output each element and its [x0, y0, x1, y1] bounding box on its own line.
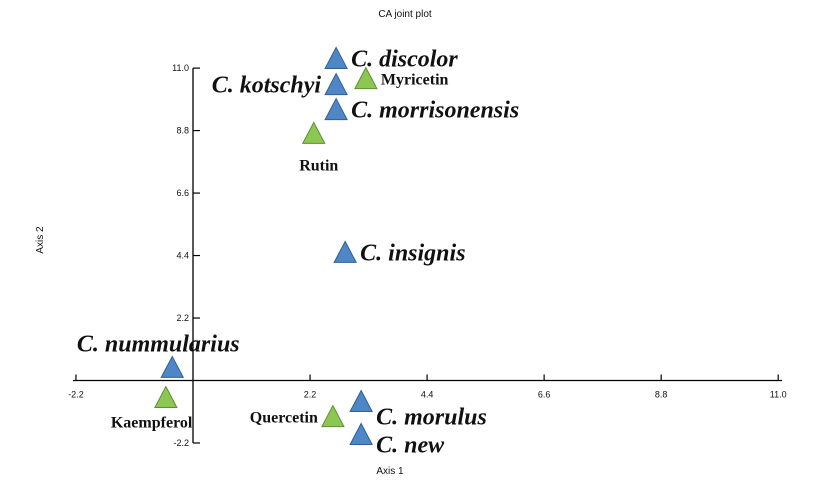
y-tick-label: -2.2	[173, 438, 189, 448]
x-tick-label: 11.0	[770, 390, 787, 400]
species-point-marker	[333, 240, 357, 263]
compound-point-marker	[301, 121, 326, 144]
species-point-marker	[324, 46, 348, 69]
species-point-label: C. new	[376, 432, 445, 458]
compound-point-marker	[321, 404, 345, 428]
species-point-label: C. nummularius	[77, 331, 240, 357]
y-tick-label: 6.6	[176, 188, 189, 198]
x-tick-label: -2.2	[68, 390, 84, 400]
compound-point-label: Rutin	[299, 157, 338, 174]
species-point-label: C. insignis	[360, 240, 465, 266]
species-point-marker	[324, 72, 348, 96]
species-point-marker	[160, 355, 185, 378]
species-point-label: C. morulus	[376, 405, 487, 431]
species-point-marker	[349, 389, 373, 413]
x-tick-label: 4.4	[421, 390, 434, 400]
compound-point-label: Kaempferol	[111, 415, 193, 432]
species-point-marker	[324, 97, 348, 121]
compound-point-marker	[354, 66, 378, 90]
species-point-label: C. morrisonensis	[351, 98, 519, 124]
species-point-marker	[349, 422, 373, 445]
x-tick-label: 8.8	[655, 390, 668, 400]
y-tick-label: 4.4	[176, 251, 189, 261]
y-tick-label: 8.8	[176, 126, 189, 136]
x-tick-label: 6.6	[538, 390, 551, 400]
compound-point-label: Myricetin	[381, 72, 449, 89]
y-tick-label: 11.0	[172, 63, 189, 73]
y-axis-label: Axis 2	[35, 226, 46, 254]
compound-point-marker	[154, 385, 178, 409]
species-point-label: C. kotschyi	[212, 73, 322, 99]
x-axis-label: Axis 1	[376, 466, 404, 477]
y-tick-label: 2.2	[176, 313, 189, 323]
species-point-label: C. discolor	[351, 46, 458, 72]
chart-title: CA joint plot	[378, 9, 432, 20]
compound-point-label: Quercetin	[250, 410, 318, 427]
x-tick-label: 2.2	[304, 390, 317, 400]
